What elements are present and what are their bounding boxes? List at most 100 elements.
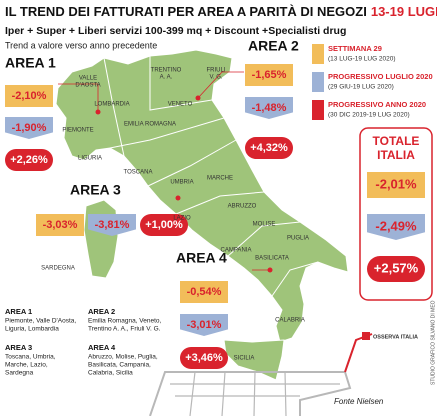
mainland <box>55 49 349 343</box>
title: IL TREND DEI FATTURATI PER AREA A PARITÀ… <box>5 4 437 19</box>
badge-week <box>367 172 425 198</box>
badge-value: -3,01% <box>187 319 222 331</box>
definition-text: Liguria, Lombardia <box>5 326 59 333</box>
region-name: TRENTINO <box>151 68 182 74</box>
badge-week <box>245 64 293 86</box>
pin <box>175 195 181 201</box>
pin-line <box>58 83 99 112</box>
badge-value: -3,03% <box>43 219 78 231</box>
area-label: AREA 3 <box>70 182 121 198</box>
badge-year <box>180 347 228 369</box>
region-name: BASILICATA <box>255 256 289 262</box>
definition-text: Toscana, Umbria, <box>5 354 56 361</box>
badge-value: -1,90% <box>12 122 47 134</box>
region-name: CALABRIA <box>275 318 305 324</box>
badge-value: -3,81% <box>95 219 130 231</box>
border <box>147 139 237 187</box>
border <box>103 57 125 157</box>
title-dates: 13-19 LUGLIO 2020 <box>371 4 437 19</box>
legend-period: (29 GIU-19 LUG 2020) <box>328 84 394 91</box>
definition-title: AREA 2 <box>88 307 115 316</box>
sicily <box>223 339 285 381</box>
definition-title: AREA 4 <box>88 343 116 352</box>
cart <box>149 333 373 416</box>
region-name: LIGURIA <box>78 156 102 162</box>
pin-line <box>197 71 244 99</box>
region-name: SARDEGNA <box>41 266 75 272</box>
border <box>109 117 225 149</box>
badge-week <box>36 214 84 236</box>
definition-title: AREA 3 <box>5 343 32 352</box>
region-name: PIEMONTE <box>62 128 93 134</box>
region-name: CAMPANIA <box>221 248 252 254</box>
legend-period: (30 DIC 2019-19 LUG 2020) <box>328 112 410 119</box>
cart-frame <box>149 371 352 416</box>
border <box>149 56 213 111</box>
legend-label: PROGRESSIVO ANNO 2020 <box>328 100 426 109</box>
badge-month <box>245 97 293 119</box>
region-name: TOSCANA <box>124 170 153 176</box>
badge-value: +2,57% <box>374 260 419 275</box>
badge-month <box>367 214 425 240</box>
region-name: ABRUZZO <box>228 204 257 210</box>
badge-value: +2,26% <box>10 154 48 166</box>
badge-value: +1,00% <box>145 219 183 231</box>
badge-year <box>140 214 188 236</box>
legend-label: SETTIMANA 29 <box>328 44 382 53</box>
region-name: V. G. <box>209 75 222 81</box>
badge-week <box>180 281 228 303</box>
badge-value: -2,01% <box>375 176 417 191</box>
definition-title: AREA 1 <box>5 307 32 316</box>
region-name: D'AOSTA <box>75 83 100 89</box>
badge-year <box>367 256 425 282</box>
badge-week <box>5 85 53 107</box>
cart-grid <box>170 371 340 416</box>
badge-value: +4,32% <box>250 142 288 154</box>
region-name: MOLISE <box>253 222 276 228</box>
cart-handle <box>344 333 373 373</box>
credit: STUDIO GRAFICO SILVANO DI MEO <box>430 300 436 385</box>
definition-text: Basilicata, Campania, <box>88 362 151 369</box>
note: Trend a valore verso anno precedente <box>5 40 157 50</box>
region-name: FRIULI <box>206 68 225 74</box>
badge-month <box>88 214 136 236</box>
region-name: LOMBARDIA <box>94 102 129 108</box>
region-name: A. A. <box>160 75 173 81</box>
region-name: EMILIA ROMAGNA <box>124 122 176 128</box>
region-name: SICILIA <box>234 356 255 362</box>
region-name: LAZIO <box>173 216 191 222</box>
legend-label: PROGRESSIVO LUGLIO 2020 <box>328 72 433 81</box>
definition-text: Piemonte, Valle D'Aosta, <box>5 318 76 325</box>
pins <box>58 71 273 273</box>
logo: OSSERVA ITALIA <box>373 334 418 340</box>
border <box>227 221 301 257</box>
definition-text: Sardegna <box>5 370 34 377</box>
legend-period: (13 LUG-19 LUG 2020) <box>328 56 396 63</box>
sardinia <box>83 199 119 279</box>
badge-value: -1,65% <box>252 69 287 81</box>
legend-swatch <box>312 44 324 64</box>
source: Fonte Nielsen <box>334 397 384 406</box>
definition-text: Trentino A. A., Friuli V. G. <box>88 326 161 333</box>
legend-swatch <box>312 100 324 120</box>
subtitle: Iper + Super + Liberi servizi 100-399 mq… <box>5 25 346 37</box>
region-name: MARCHE <box>207 176 233 182</box>
total-label: TOTALE <box>373 134 420 148</box>
legend-swatch <box>312 72 324 92</box>
area-label: AREA 4 <box>176 250 227 266</box>
definition-text: Abruzzo, Molise, Puglia, <box>88 354 158 361</box>
badge-value: -2,10% <box>12 90 47 102</box>
map <box>55 49 349 381</box>
badge-value: -2,49% <box>375 218 417 233</box>
region-name: VALLE <box>79 76 97 82</box>
region-name: PUGLIA <box>287 236 309 242</box>
badge-value: -0,54% <box>187 286 222 298</box>
title-main: IL TREND DEI FATTURATI PER AREA A PARITÀ… <box>5 4 367 19</box>
definition-text: Calabria, Sicilia <box>88 370 133 377</box>
badge-month <box>5 117 53 139</box>
badge-year <box>245 137 293 159</box>
badge-value: +3,46% <box>185 352 223 364</box>
badge-month <box>180 314 228 336</box>
total-label: ITALIA <box>377 148 415 162</box>
